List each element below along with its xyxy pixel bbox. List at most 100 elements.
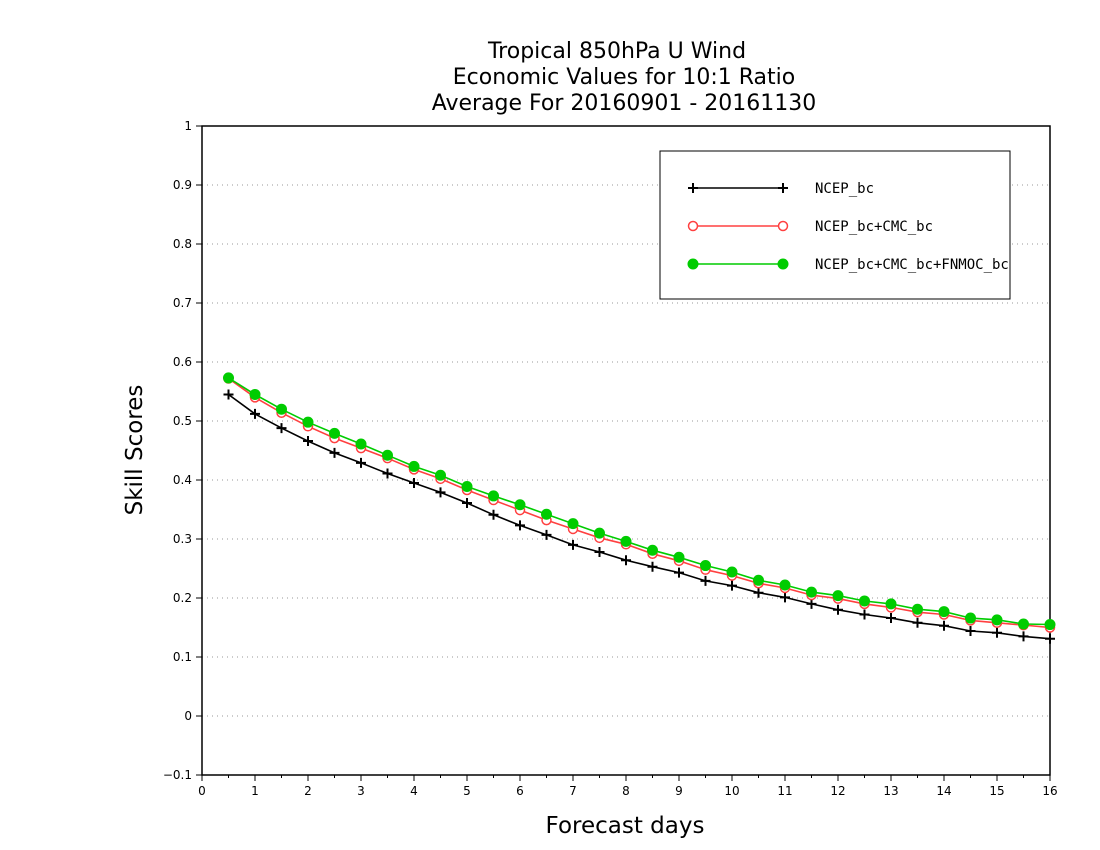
x-tick-label: 6 — [516, 784, 524, 798]
data-point — [780, 592, 790, 603]
x-tick-label: 8 — [622, 784, 630, 798]
data-point — [223, 389, 234, 400]
chart-subtitle-2: Average For 20160901 - 20161130 — [432, 91, 817, 116]
data-point — [700, 575, 711, 586]
data-point — [779, 579, 791, 591]
data-point — [356, 457, 366, 468]
legend-label: NCEP_bc+CMC_bc+FNMOC_bc — [815, 257, 1009, 273]
data-point — [753, 587, 764, 598]
legend-label: NCEP_bc — [815, 181, 874, 197]
series-layer — [223, 372, 1056, 644]
data-point — [249, 388, 261, 400]
data-point — [885, 598, 897, 610]
legend-marker — [777, 220, 789, 232]
legend-marker — [687, 258, 699, 270]
legend-marker — [777, 258, 789, 270]
data-point — [673, 551, 685, 563]
data-point — [541, 508, 552, 520]
legend-box — [659, 150, 1011, 300]
data-point — [806, 598, 817, 609]
data-point — [355, 438, 367, 450]
data-point — [965, 612, 976, 624]
data-point — [276, 423, 287, 434]
data-point — [408, 460, 420, 472]
data-point — [303, 436, 313, 447]
y-tick-label: −0.1 — [163, 768, 192, 782]
data-point — [753, 574, 764, 586]
x-tick-label: 4 — [410, 784, 418, 798]
data-point — [832, 590, 844, 602]
data-point — [938, 606, 950, 618]
series-line — [228, 393, 1051, 640]
data-point — [727, 580, 737, 591]
legend-marker — [688, 183, 698, 193]
x-tick-label: 0 — [198, 784, 206, 798]
data-point — [674, 567, 684, 578]
data-point — [912, 617, 923, 628]
data-point — [991, 614, 1003, 626]
data-point — [541, 529, 552, 540]
data-point — [965, 626, 976, 637]
x-tick-label: 13 — [883, 784, 898, 798]
data-point — [594, 546, 605, 557]
x-tick-label: 10 — [724, 784, 739, 798]
x-tick-label: 3 — [357, 784, 365, 798]
x-tick-label: 1 — [251, 784, 259, 798]
series-2 — [223, 373, 1056, 633]
data-point — [1045, 633, 1055, 644]
data-point — [647, 561, 658, 572]
data-point — [302, 416, 314, 428]
y-tick-label: 0.5 — [173, 414, 192, 428]
x-tick-label: 11 — [777, 784, 792, 798]
y-tick-label: 0.1 — [173, 650, 192, 664]
x-tick-label: 9 — [675, 784, 683, 798]
legend-label: NCEP_bc+CMC_bc — [815, 219, 933, 235]
data-point — [435, 487, 446, 498]
chart-title: Tropical 850hPa U Wind — [487, 39, 746, 64]
data-point — [382, 468, 393, 479]
x-tick-label: 12 — [830, 784, 845, 798]
data-point — [806, 586, 817, 598]
data-point — [1018, 618, 1029, 630]
data-point — [886, 613, 896, 624]
y-tick-label: 0.7 — [173, 296, 192, 310]
y-tick-label: 0.2 — [173, 591, 192, 605]
data-point — [567, 518, 579, 530]
x-axis: 0 1 2 3 4 5 6 7 8 9 10 11 12 13 14 15 16 — [198, 775, 1058, 798]
data-point — [382, 449, 393, 461]
x-tick-label: 7 — [569, 784, 577, 798]
x-tick-label: 14 — [936, 784, 951, 798]
series-1 — [223, 389, 1055, 644]
y-tick-label: 0.6 — [173, 355, 192, 369]
y-tick-label: 0 — [184, 709, 192, 723]
data-point — [488, 490, 499, 502]
legend: NCEP_bc NCEP_bc+CMC_bc NCEP_bc+CMC_bc+FNMO… — [659, 150, 1011, 300]
y-axis: −0.1 0 0.1 0.2 0.3 0.4 0.5 0.6 0.7 0.8 0.9 1 — [163, 119, 202, 782]
data-point — [409, 477, 419, 488]
legend-marker — [687, 220, 699, 232]
data-point — [859, 595, 870, 607]
data-point — [515, 520, 525, 531]
data-point — [462, 498, 472, 509]
data-point — [726, 566, 738, 578]
data-point — [992, 627, 1002, 638]
y-tick-label: 1 — [184, 119, 192, 133]
legend-entry-1: NCEP_bc — [688, 181, 874, 197]
data-point — [620, 535, 632, 547]
data-point — [647, 544, 658, 556]
x-tick-label: 5 — [463, 784, 471, 798]
data-point — [939, 620, 949, 631]
data-point — [435, 469, 446, 481]
x-axis-title: Forecast days — [546, 813, 705, 839]
x-tick-label: 2 — [304, 784, 312, 798]
data-point — [250, 408, 260, 419]
y-tick-label: 0.3 — [173, 532, 192, 546]
data-point — [594, 527, 605, 539]
data-point — [276, 403, 287, 415]
data-point — [833, 604, 843, 615]
y-tick-label: 0.4 — [173, 473, 192, 487]
data-point — [621, 555, 631, 566]
x-tick-label: 16 — [1042, 784, 1057, 798]
series-line — [228, 377, 1051, 629]
